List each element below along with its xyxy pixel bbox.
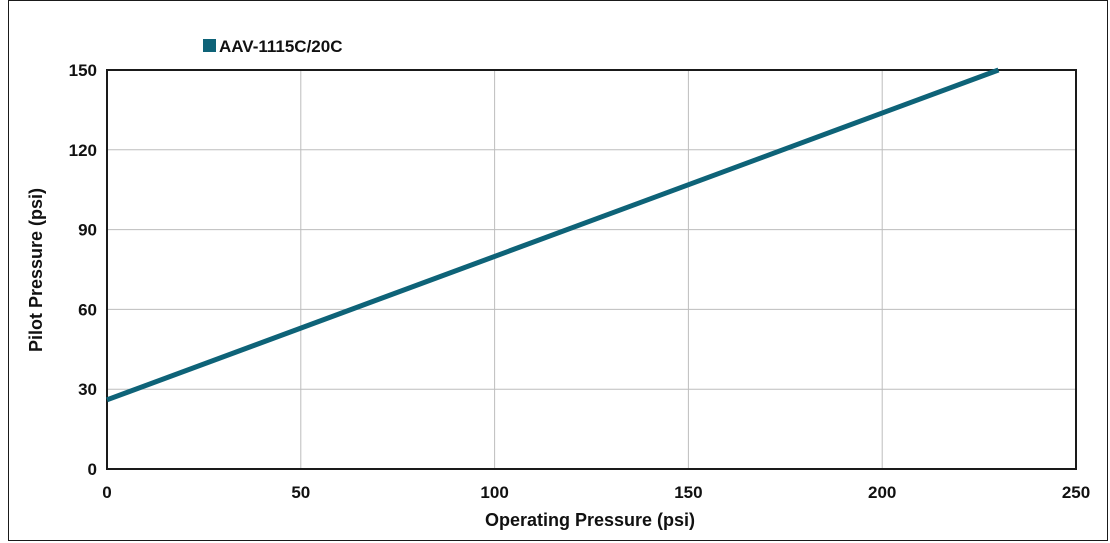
- x-axis-title: Operating Pressure (psi): [485, 510, 695, 530]
- y-tick-label: 120: [69, 141, 97, 160]
- x-axis-ticks: 0 50 100 150 200 250: [102, 483, 1090, 502]
- y-tick-label: 0: [88, 460, 97, 479]
- x-tick-label: 50: [291, 483, 310, 502]
- legend-swatch: [203, 39, 216, 52]
- y-tick-label: 90: [78, 221, 97, 240]
- x-tick-label: 250: [1062, 483, 1090, 502]
- x-tick-label: 200: [868, 483, 896, 502]
- chart-frame: [8, 0, 1108, 541]
- y-tick-label: 30: [78, 380, 97, 399]
- series-line: [106, 67, 1000, 403]
- y-tick-label: 150: [69, 61, 97, 80]
- plot-area: [106, 69, 1077, 470]
- x-tick-label: 0: [102, 483, 111, 502]
- x-tick-label: 150: [674, 483, 702, 502]
- series-layer: [106, 67, 1000, 403]
- legend: AAV-1115C/20C: [203, 37, 342, 56]
- y-tick-label: 60: [78, 300, 97, 319]
- y-axis-ticks: 0 30 60 90 120 150: [69, 61, 97, 479]
- x-tick-label: 100: [480, 483, 508, 502]
- legend-label: AAV-1115C/20C: [219, 37, 342, 56]
- grid: [107, 70, 1076, 469]
- y-axis-title: Pilot Pressure (psi): [26, 188, 46, 352]
